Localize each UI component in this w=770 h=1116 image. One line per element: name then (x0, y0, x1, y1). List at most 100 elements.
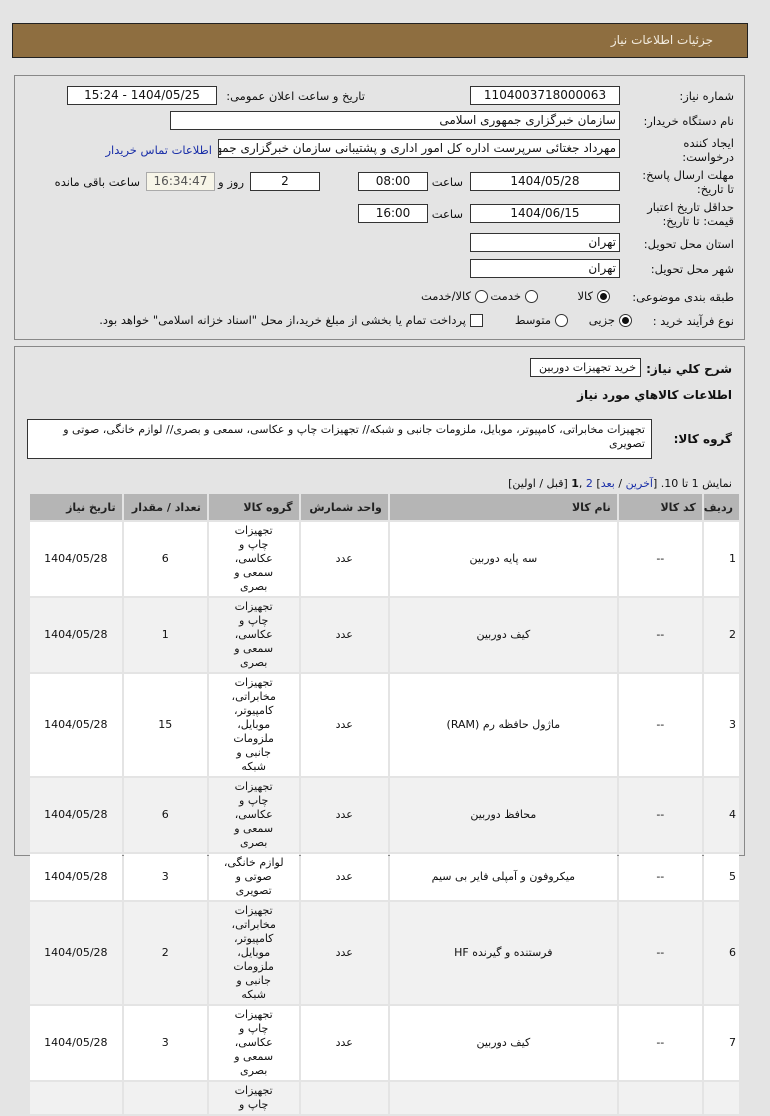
checkbox-icon (470, 314, 483, 327)
cell-unit (300, 1082, 388, 1114)
cell-group: تجهیزات چاپ و (208, 1082, 299, 1114)
cell-group: لوازم خانگی، صوتی و تصویری (208, 854, 299, 900)
col-date: تاریخ نیاز (30, 494, 122, 520)
radio-icon (475, 290, 488, 303)
category-radio-goods-service[interactable]: کالا/خدمت (421, 289, 488, 303)
goods-group-field: تجهیزات مخابراتی، کامپیوتر، موبایل، ملزو… (27, 419, 652, 459)
cell-qty: 1 (123, 598, 207, 672)
city-label: شهر محل تحویل: (650, 262, 734, 276)
cell-name: سه پایه دوربین (389, 522, 617, 596)
cell-name: کیف دوربین (389, 598, 617, 672)
cell-group: تجهیزات مخابراتی، کامپیوتر، موبایل، ملزو… (208, 674, 299, 776)
radio-checked-icon (597, 290, 610, 303)
cell-row (703, 1082, 739, 1114)
time-remaining-field: 16:34:47 (146, 172, 215, 191)
buyer-field[interactable]: سازمان خبرگزاری جمهوری اسلامی (170, 111, 620, 130)
cell-code: -- (618, 1006, 702, 1080)
announce-field[interactable]: 1404/05/25 - 15:24 (67, 86, 217, 105)
process-radio-minor[interactable]: جزیی (589, 313, 632, 327)
cell-group: تجهیزات چاپ و عکاسی، سمعی و بصری (208, 778, 299, 852)
cell-code: -- (618, 522, 702, 596)
cell-row: 2 (703, 598, 739, 672)
table-row: 6 -- فرستنده و گیرنده HF عدد تجهیزات مخابرات… (30, 902, 739, 1004)
col-name: نام کالا (389, 494, 617, 520)
deadline-time-label: ساعت (431, 175, 463, 189)
col-row: ردیف (703, 494, 739, 520)
cell-group: تجهیزات مخابراتی، کامپیوتر، موبایل، ملزو… (208, 902, 299, 1004)
province-label: استان محل تحویل: (643, 237, 734, 251)
radio-icon (555, 314, 568, 327)
cell-row: 1 (703, 522, 739, 596)
validity-time-label: ساعت (431, 207, 463, 221)
need-number-field[interactable]: 1104003718000063 (470, 86, 620, 105)
cell-row: 4 (703, 778, 739, 852)
radio-icon (525, 290, 538, 303)
treasury-payment-checkbox[interactable]: پرداخت تمام یا بخشی از مبلغ خرید،از محل … (99, 313, 483, 327)
cell-code: -- (618, 598, 702, 672)
next-page-link[interactable]: بعد (600, 477, 615, 490)
cell-date: 1404/05/28 (30, 902, 122, 1004)
category-radio-goods[interactable]: کالا (577, 289, 610, 303)
last-page-link[interactable]: آخرین (625, 477, 653, 490)
deadline-date-field[interactable]: 1404/05/28 (470, 172, 620, 191)
cell-group: تجهیزات چاپ و عکاسی، سمعی و بصری (208, 1006, 299, 1080)
cell-unit: عدد (300, 522, 388, 596)
cell-qty: 6 (123, 778, 207, 852)
table-row: 7 -- کیف دوربین عدد تجهیزات چاپ و عکاسی، سمع… (30, 1006, 739, 1080)
cell-date: 1404/05/28 (30, 854, 122, 900)
summary-field: خرید تجهیزات دوربین (530, 358, 641, 377)
col-unit: واحد شمارش (300, 494, 388, 520)
province-field[interactable]: تهران (470, 233, 620, 252)
table-row: تجهیزات چاپ و (30, 1082, 739, 1114)
cell-qty: 3 (123, 854, 207, 900)
cell-qty: 6 (123, 522, 207, 596)
cell-date: 1404/05/28 (30, 598, 122, 672)
cell-unit: عدد (300, 902, 388, 1004)
cell-group: تجهیزات چاپ و عکاسی، سمعی و بصری (208, 598, 299, 672)
cell-unit: عدد (300, 1006, 388, 1080)
cell-code (618, 1082, 702, 1114)
cell-row: 3 (703, 674, 739, 776)
cell-row: 6 (703, 902, 739, 1004)
goods-table: ردیف کد کالا نام کالا واحد شمارش گروه کا… (28, 492, 741, 1116)
col-group: گروه کالا (208, 494, 299, 520)
cell-name: میکروفون و آمپلی فایر بی سیم (389, 854, 617, 900)
creator-field[interactable]: مهرداد جغتائی سرپرست اداره کل امور اداری… (218, 139, 620, 158)
cell-name: محافظ دوربین (389, 778, 617, 852)
city-field[interactable]: تهران (470, 259, 620, 278)
goods-group-label: گروه کالا: (673, 432, 732, 446)
table-row: 3 -- ماژول حافظه رم (RAM) عدد تجهیزات مخابرا… (30, 674, 739, 776)
deadline-label: مهلت ارسال پاسخ: تا تاریخ: (642, 168, 734, 196)
cell-code: -- (618, 674, 702, 776)
table-row: 2 -- کیف دوربین عدد تجهیزات چاپ و عکاسی، سمع… (30, 598, 739, 672)
cell-name (389, 1082, 617, 1114)
cell-date: 1404/05/28 (30, 1006, 122, 1080)
table-row: 5 -- میکروفون و آمپلی فایر بی سیم عدد لوازم … (30, 854, 739, 900)
cell-qty: 2 (123, 902, 207, 1004)
pagination: نمایش 1 تا 10. [آخرین / بعد] 2 ,1 [قبل /… (508, 477, 732, 490)
cell-code: -- (618, 854, 702, 900)
category-radio-service[interactable]: خدمت (490, 289, 538, 303)
cell-date (30, 1082, 122, 1114)
cell-date: 1404/05/28 (30, 522, 122, 596)
col-qty: تعداد / مقدار (123, 494, 207, 520)
page-2-link[interactable]: 2 (585, 477, 593, 490)
validity-time-field[interactable]: 16:00 (358, 204, 428, 223)
validity-date-field[interactable]: 1404/06/15 (470, 204, 620, 223)
cell-unit: عدد (300, 598, 388, 672)
announce-label: تاریخ و ساعت اعلان عمومی: (226, 89, 365, 103)
cell-date: 1404/05/28 (30, 778, 122, 852)
table-row: 1 -- سه پایه دوربین عدد تجهیزات چاپ و عکاسی،… (30, 522, 739, 596)
cell-qty (123, 1082, 207, 1114)
goods-section-title: اطلاعات كالاهاي مورد نياز (577, 388, 732, 402)
cell-unit: عدد (300, 854, 388, 900)
process-radio-medium[interactable]: متوسط (515, 313, 568, 327)
page-header: جزئیات اطلاعات نیاز (12, 23, 748, 58)
deadline-time-field[interactable]: 08:00 (358, 172, 428, 191)
cell-name: فرستنده و گیرنده HF (389, 902, 617, 1004)
buyer-contact-link[interactable]: اطلاعات تماس خریدار (105, 143, 212, 157)
cell-name: ماژول حافظه رم (RAM) (389, 674, 617, 776)
creator-label: ایجاد کننده درخواست: (682, 136, 734, 164)
cell-qty: 3 (123, 1006, 207, 1080)
radio-checked-icon (619, 314, 632, 327)
